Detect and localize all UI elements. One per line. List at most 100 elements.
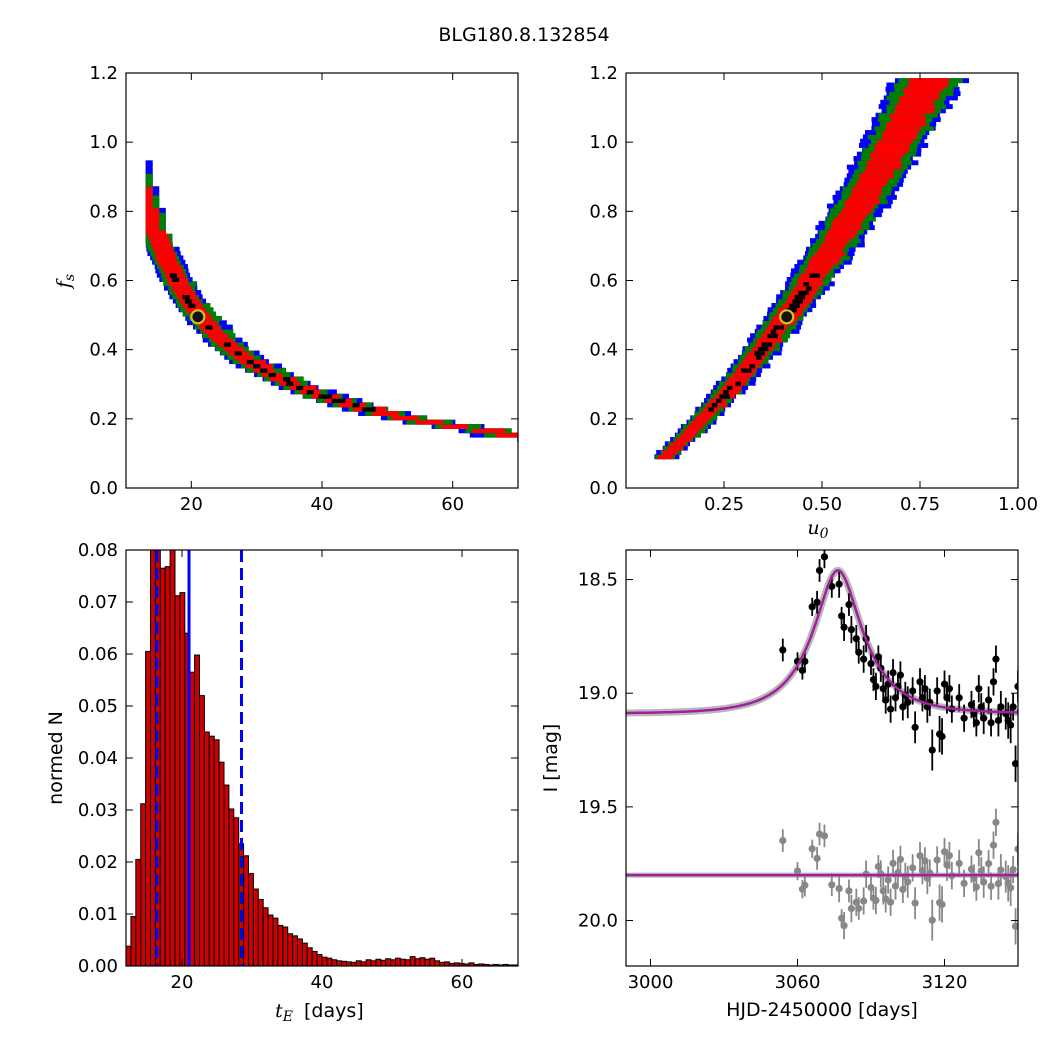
density-cell [447,424,456,429]
density-cell [680,428,686,434]
density-cell [832,246,839,252]
density-cell [391,411,399,416]
density-cell [675,441,682,447]
density-cell [223,346,231,352]
density-cell [899,143,905,148]
density-cell [220,350,228,356]
density-cell [207,333,216,339]
histogram-bar [370,960,377,966]
residual-point [860,897,868,905]
density-cell [952,78,959,84]
density-cell [923,99,929,105]
density-cell [152,225,160,231]
density-cell [814,251,821,257]
density-cell [810,238,816,244]
density-cell [881,186,888,192]
density-cell [792,298,798,304]
y-tick-label: 0.06 [78,644,118,665]
density-cell [942,82,949,88]
density-cell [757,363,763,369]
density-cell [821,238,827,244]
x-tick-label: 0.50 [802,494,842,515]
density-cell [152,216,160,222]
density-cell [725,376,731,382]
density-cell [733,389,739,395]
density-cell [875,164,882,170]
density-cell [188,290,196,295]
density-cell [153,246,161,252]
density-cell [871,125,877,131]
density-cell [509,432,517,438]
density-cell [824,285,830,291]
density-cell [155,255,163,261]
heatmap-cells [145,160,518,442]
density-cell [817,242,823,248]
density-cell [737,359,744,365]
density-cell [212,324,220,330]
density-cell [402,419,410,425]
density-cell [145,238,153,244]
density-cell [859,238,865,244]
density-cell [912,130,918,135]
density-cell [158,220,166,226]
density-cell [230,346,238,352]
density-cell [906,147,913,153]
residual-point [992,818,1000,826]
heatmap-cells [654,78,970,460]
density-cell [878,177,884,183]
density-cell [753,337,759,343]
density-cell [843,238,850,244]
density-cell [927,82,934,88]
y-tick-label: 0.8 [89,201,118,222]
density-cell [279,367,287,373]
density-cell [914,108,920,114]
density-cell [738,363,745,369]
residual-point [904,878,912,886]
density-cell [872,203,879,209]
density-cell [924,104,931,110]
density-cell [145,168,153,174]
data-point [975,685,983,693]
density-cell [884,143,891,148]
density-cell [777,341,784,347]
density-cell [147,233,155,239]
density-cell [434,424,443,429]
density-cell [879,125,885,131]
density-cell [891,173,898,179]
density-cell [873,177,879,183]
density-cell [886,121,892,127]
best-fit-marker [779,309,795,325]
density-cell [145,203,153,209]
density-cell [820,242,827,248]
density-cell [257,372,265,378]
density-cell [908,99,914,105]
density-cell [882,138,889,144]
density-cell [839,255,846,261]
data-point [1022,740,1029,747]
histogram-bar [262,907,269,966]
density-cell [219,320,227,326]
density-cell [886,181,893,187]
density-cell [861,151,867,157]
density-cell [168,255,177,261]
density-cell [805,298,812,304]
density-cell [850,238,856,244]
density-cell [919,108,925,114]
density-cell [875,112,882,118]
density-cell [910,121,917,127]
density-cell [948,86,954,92]
density-cell [179,298,188,304]
density-cell [797,315,804,321]
residual-point [911,899,919,907]
density-cell [927,86,934,92]
data-point [992,655,1000,663]
density-cell [838,264,844,269]
density-cell [932,82,939,88]
density-cell [160,233,169,239]
density-cell [889,143,895,148]
density-cell [859,203,865,209]
density-cell [755,372,761,378]
density-cell [750,376,757,382]
density-cell [210,341,218,347]
density-cell [202,311,210,317]
